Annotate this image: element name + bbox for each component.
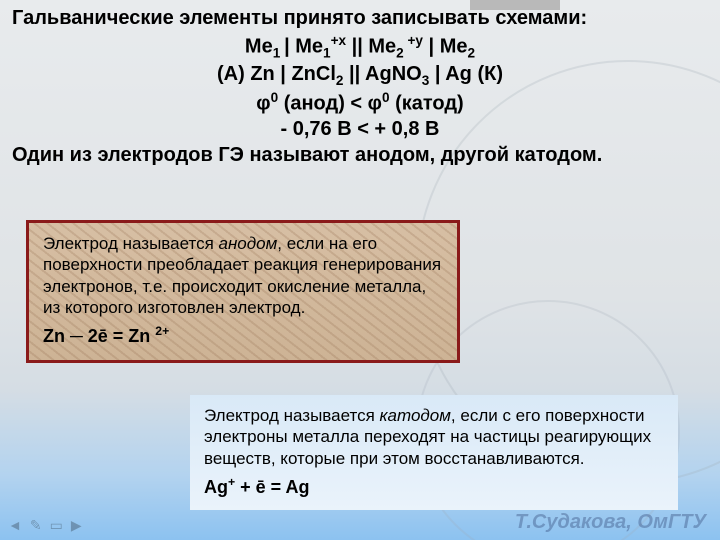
edit-icon[interactable]: ✎ — [30, 517, 42, 534]
intro-line: Гальванические элементы принято записыва… — [12, 7, 587, 29]
author-credit: Т.Судакова, ОмГТУ — [515, 511, 706, 534]
closing-line: Один из электродов ГЭ называют анодом, д… — [12, 144, 602, 166]
prev-icon[interactable]: ◄ — [8, 517, 22, 534]
volts-line: - 0,76 В < + 0,8 В — [12, 117, 708, 143]
slide-controls: ◄ ✎ ▭ ▶ — [8, 517, 82, 534]
screen-icon[interactable]: ▭ — [50, 517, 63, 534]
anode-equation: Zn ─ 2ē = Zn 2+ — [43, 324, 443, 348]
scheme-example: (А) Zn | ZnCl2 || AgNO3 | Ag (К) — [12, 62, 708, 89]
cathode-definition-box: Электрод называется катодом, если с его … — [190, 395, 678, 510]
main-text-block: Гальванические элементы принято записыва… — [12, 6, 708, 168]
cathode-equation: Ag+ + ē = Ag — [204, 475, 664, 499]
cathode-text: Электрод называется катодом, если с его … — [204, 405, 664, 469]
next-icon[interactable]: ▶ — [71, 517, 82, 534]
scheme-generic: Me1 | Me1+x || Me2 +y | Me2 — [12, 32, 708, 62]
anode-text: Электрод называется анодом, если на его … — [43, 233, 443, 318]
phi-line: φ0 (анод) < φ0 (катод) — [12, 89, 708, 117]
anode-definition-box: Электрод называется анодом, если на его … — [26, 220, 460, 363]
